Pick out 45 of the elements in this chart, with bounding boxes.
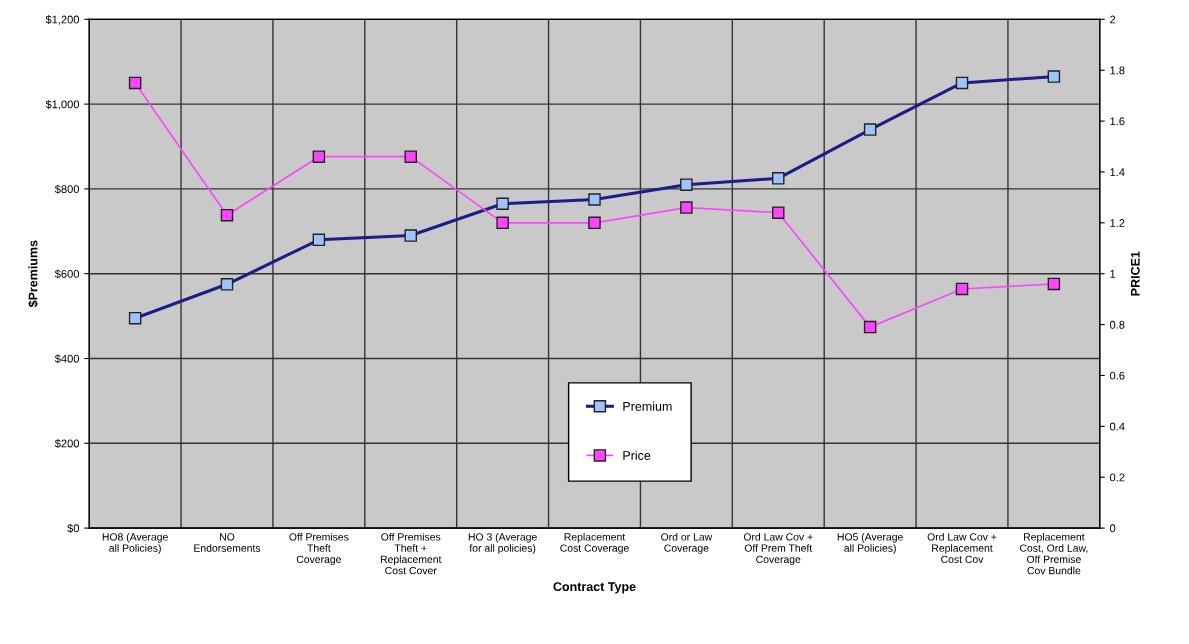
point xyxy=(772,206,785,219)
point xyxy=(955,282,969,296)
y2-tick-label: 0.2 xyxy=(1109,473,1125,482)
y2-tick-label: 0 xyxy=(1109,524,1116,533)
x-tick-label: Replacement Cost Coverage xyxy=(560,532,629,554)
y2-tick-label: 1 xyxy=(1110,270,1116,278)
x-tick-label: Ord Law Cov + Off Prem Theft Coverage xyxy=(743,532,813,566)
y-tick-label: $200 xyxy=(54,439,80,449)
x-tick-label: NO Endorsements xyxy=(194,533,261,552)
x-tick-label: Ord Law Cov + Replacement Cost Cov xyxy=(927,532,997,564)
y2-tick-label: 1.8 xyxy=(1110,66,1125,75)
y-tick-label: $800 xyxy=(54,184,80,194)
y2-axis-title: PRICE1 xyxy=(1130,251,1140,296)
x-tick-label: HO5 (Average all Policies) xyxy=(837,532,903,554)
y2-tick-label: 0.4 xyxy=(1109,422,1125,431)
point xyxy=(863,320,877,334)
point xyxy=(312,150,326,163)
point xyxy=(220,208,234,222)
x-tick-label: Replacement Cost, Ord Law, Off Premise Cov Bundle xyxy=(1019,532,1088,575)
y2-tick-label: 0.6 xyxy=(1109,371,1125,380)
point xyxy=(128,76,142,90)
x-tick-label: HO8 (Average all Policies) xyxy=(102,532,168,554)
point xyxy=(496,216,509,230)
y-tick-label: $1,200 xyxy=(45,15,80,25)
legend-label: Price xyxy=(623,450,651,460)
y-tick-label: $400 xyxy=(54,354,80,364)
x-tick-label: HO 3 (Average for all policies) xyxy=(468,532,537,554)
x-tick-label: Ord or Law Coverage xyxy=(661,532,713,554)
y-tick-label: $1,000 xyxy=(45,99,80,110)
y-tick-label: $600 xyxy=(54,269,80,279)
point xyxy=(680,201,693,214)
point xyxy=(588,216,601,230)
y2-tick-label: 0.8 xyxy=(1109,320,1125,329)
point xyxy=(1047,277,1061,291)
x-tick-label: Off Premises Theft + Replacement Cost Cover xyxy=(380,532,442,575)
x-axis-title: Contract Type xyxy=(553,582,636,594)
point xyxy=(404,150,417,163)
y2-tick-label: 2 xyxy=(1110,15,1116,24)
y-axis-title: $Premiums xyxy=(28,240,39,308)
x-tick-label: Off Premises Theft Coverage xyxy=(289,532,349,566)
y-tick-label: $0 xyxy=(67,523,80,533)
y2-tick-label: 1.6 xyxy=(1110,117,1125,126)
y2-tick-label: 1.4 xyxy=(1110,168,1125,176)
legend-label: Premium xyxy=(623,401,672,411)
y2-tick-label: 1.2 xyxy=(1110,219,1125,227)
